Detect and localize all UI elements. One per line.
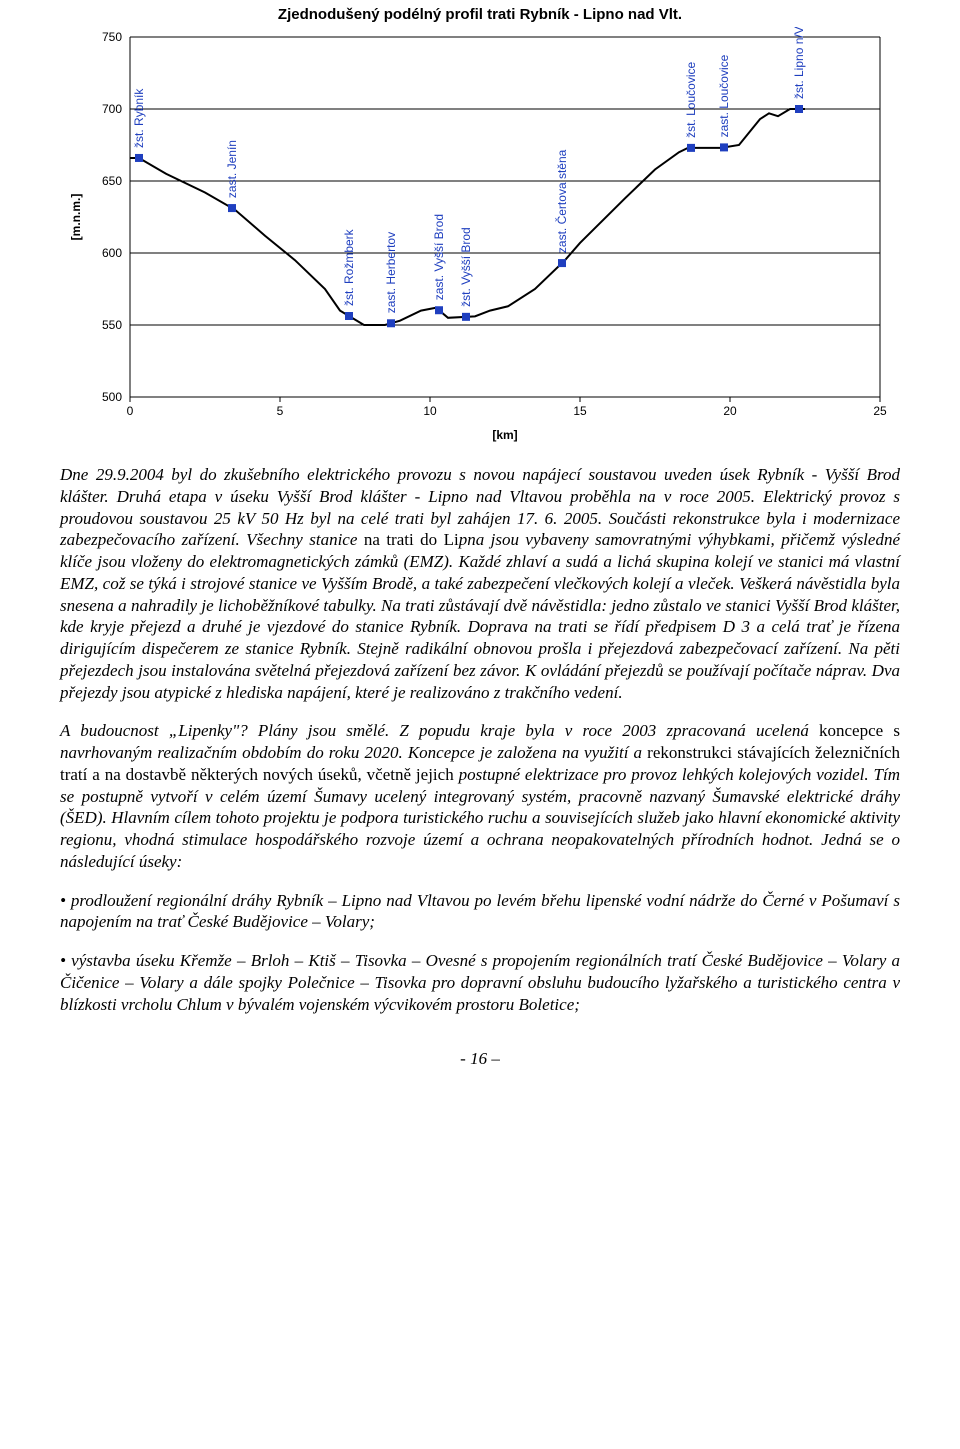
svg-text:zast. Loučovice: zast. Loučovice <box>717 54 731 137</box>
svg-text:750: 750 <box>102 30 122 44</box>
chart-title: Zjednodušený podélný profil trati Rybník… <box>60 6 900 23</box>
svg-text:zast. Čertova stěna: zast. Čertova stěna <box>554 149 569 253</box>
svg-text:žst. Lipno n/Vlt.: žst. Lipno n/Vlt. <box>792 27 806 99</box>
svg-text:žst. Loučovice: žst. Loučovice <box>684 62 698 138</box>
svg-text:600: 600 <box>102 246 122 260</box>
svg-text:[km]: [km] <box>492 428 517 442</box>
svg-text:550: 550 <box>102 318 122 332</box>
svg-text:500: 500 <box>102 390 122 404</box>
bullet-2: • výstavba úseku Křemže – Brloh – Ktiš –… <box>60 950 900 1015</box>
paragraph-2: A budoucnost „Lipenky"? Plány jsou smělé… <box>60 720 900 872</box>
svg-text:žst. Vyšší Brod: žst. Vyšší Brod <box>459 227 473 307</box>
svg-text:zast. Herbertov: zast. Herbertov <box>384 232 398 313</box>
svg-text:20: 20 <box>723 404 737 418</box>
svg-text:0: 0 <box>127 404 134 418</box>
svg-text:5: 5 <box>277 404 284 418</box>
svg-text:žst. Rybník: žst. Rybník <box>132 88 146 148</box>
bullet-1: • prodloužení regionální dráhy Rybník – … <box>60 890 900 934</box>
svg-text:25: 25 <box>873 404 887 418</box>
chart-svg: 500 550 600 650 700 750 0 5 10 15 20 25 [km] [m.n.m.]… <box>60 27 900 447</box>
svg-text:[m.n.m.]: [m.n.m.] <box>69 194 83 241</box>
elevation-chart: Zjednodušený podélný profil trati Rybník… <box>60 6 900 447</box>
svg-text:650: 650 <box>102 174 122 188</box>
svg-text:15: 15 <box>573 404 587 418</box>
svg-text:zast. Vyšší Brod: zast. Vyšší Brod <box>432 214 446 300</box>
paragraph-1: Dne 29.9.2004 byl do zkušebního elektric… <box>60 464 900 703</box>
svg-text:žst. Rožmberk: žst. Rožmberk <box>342 228 356 306</box>
svg-text:zast. Jenín: zast. Jenín <box>225 140 239 198</box>
svg-text:10: 10 <box>423 404 437 418</box>
page-number: - 16 – <box>60 1049 900 1069</box>
svg-text:700: 700 <box>102 102 122 116</box>
